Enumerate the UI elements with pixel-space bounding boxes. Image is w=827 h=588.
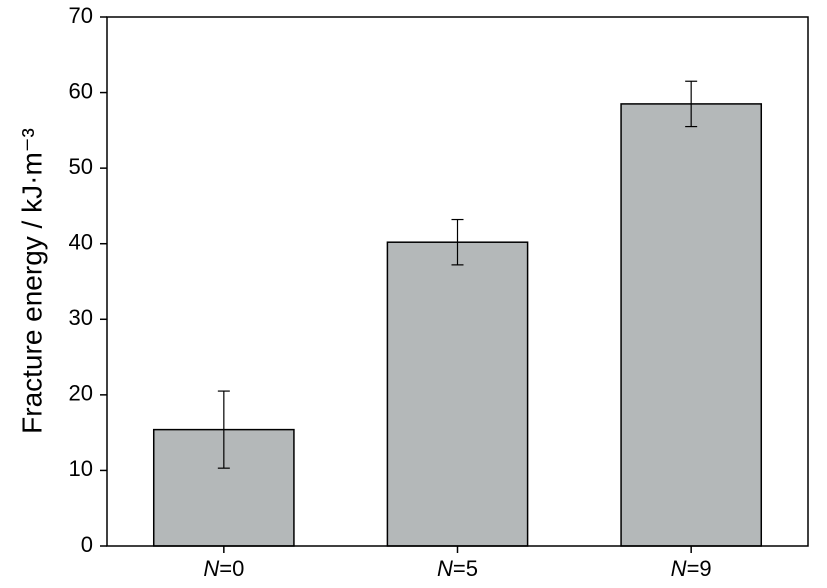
y-tick-label: 60: [69, 78, 93, 103]
error-bar: [451, 218, 464, 266]
error-bar: [217, 390, 230, 469]
y-tick-label: 40: [69, 230, 93, 255]
plot-frame: [106, 16, 809, 547]
bar: [620, 103, 763, 547]
y-tick-label: 10: [69, 456, 93, 481]
y-tick-label: 70: [69, 3, 93, 28]
y-tick-label: 0: [81, 532, 93, 557]
error-bar: [685, 80, 698, 128]
x-tick-label: N=5: [437, 556, 478, 581]
y-axis-label: Fracture energy / kJ·m⁻³: [16, 128, 47, 434]
y-tick-label: 20: [69, 381, 93, 406]
bar: [386, 241, 529, 547]
x-tick-label: N=9: [671, 556, 712, 581]
y-tick-label: 50: [69, 154, 93, 179]
x-tick-label: N=0: [203, 556, 244, 581]
y-tick-label: 30: [69, 305, 93, 330]
